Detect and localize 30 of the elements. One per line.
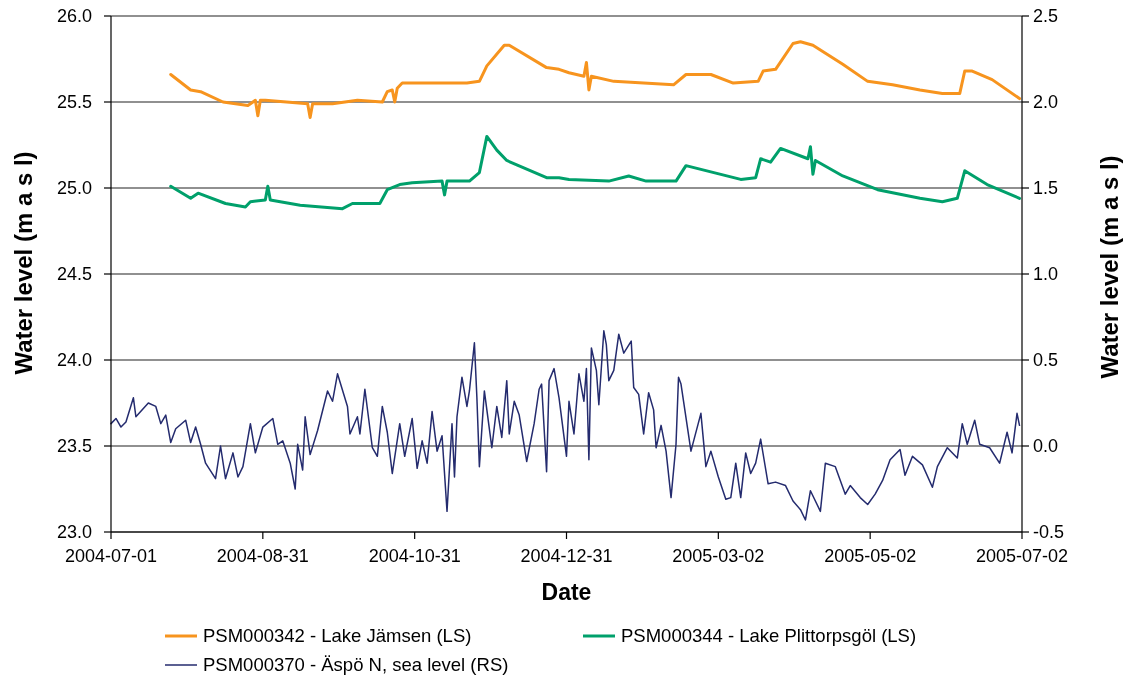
- legend-label: PSM000344 - Lake Plittorpsgöl (LS): [621, 625, 917, 647]
- y2-tick-label: -0.5: [1033, 522, 1065, 543]
- x-tick-label: 2005-07-02: [975, 546, 1069, 567]
- y-tick-label: 26.0: [56, 6, 92, 27]
- y2-tick-label: 2.5: [1033, 6, 1059, 27]
- line-series: [169, 134, 1022, 211]
- x-tick-label: 2005-05-02: [824, 546, 917, 567]
- y-tick-label: 25.0: [56, 178, 92, 199]
- x-tick-label: 2004-10-31: [368, 546, 461, 567]
- y2-tick-label: 1.0: [1033, 264, 1059, 285]
- x-tick-label: 2005-03-02: [672, 546, 765, 567]
- x-tick-label: 2004-12-31: [520, 546, 613, 567]
- y-tick-label: 24.5: [56, 264, 92, 285]
- y-tick-label: 24.0: [56, 350, 92, 371]
- y2-tick-label: 1.5: [1033, 178, 1059, 199]
- x-axis-title: Date: [541, 579, 592, 606]
- y2-axis-title: Water level (m a s l): [1096, 155, 1124, 379]
- y-tick-label: 23.5: [56, 436, 92, 457]
- legend-label: PSM000370 - Äspö N, sea level (RS): [203, 654, 509, 676]
- y2-tick-label: 0.0: [1033, 436, 1059, 457]
- legend-label: PSM000342 - Lake Jämsen (LS): [203, 625, 472, 647]
- y-tick-label: 23.0: [56, 522, 92, 543]
- line-series: [110, 330, 1021, 521]
- y-tick-label: 25.5: [56, 92, 92, 113]
- y2-tick-label: 2.0: [1033, 92, 1059, 113]
- x-tick-label: 2004-08-31: [216, 546, 309, 567]
- y-axis-title: Water level (m a s l): [10, 151, 38, 375]
- y2-tick-label: 0.5: [1033, 350, 1059, 371]
- line-series: [169, 40, 1022, 119]
- x-tick-label: 2004-07-01: [64, 546, 158, 567]
